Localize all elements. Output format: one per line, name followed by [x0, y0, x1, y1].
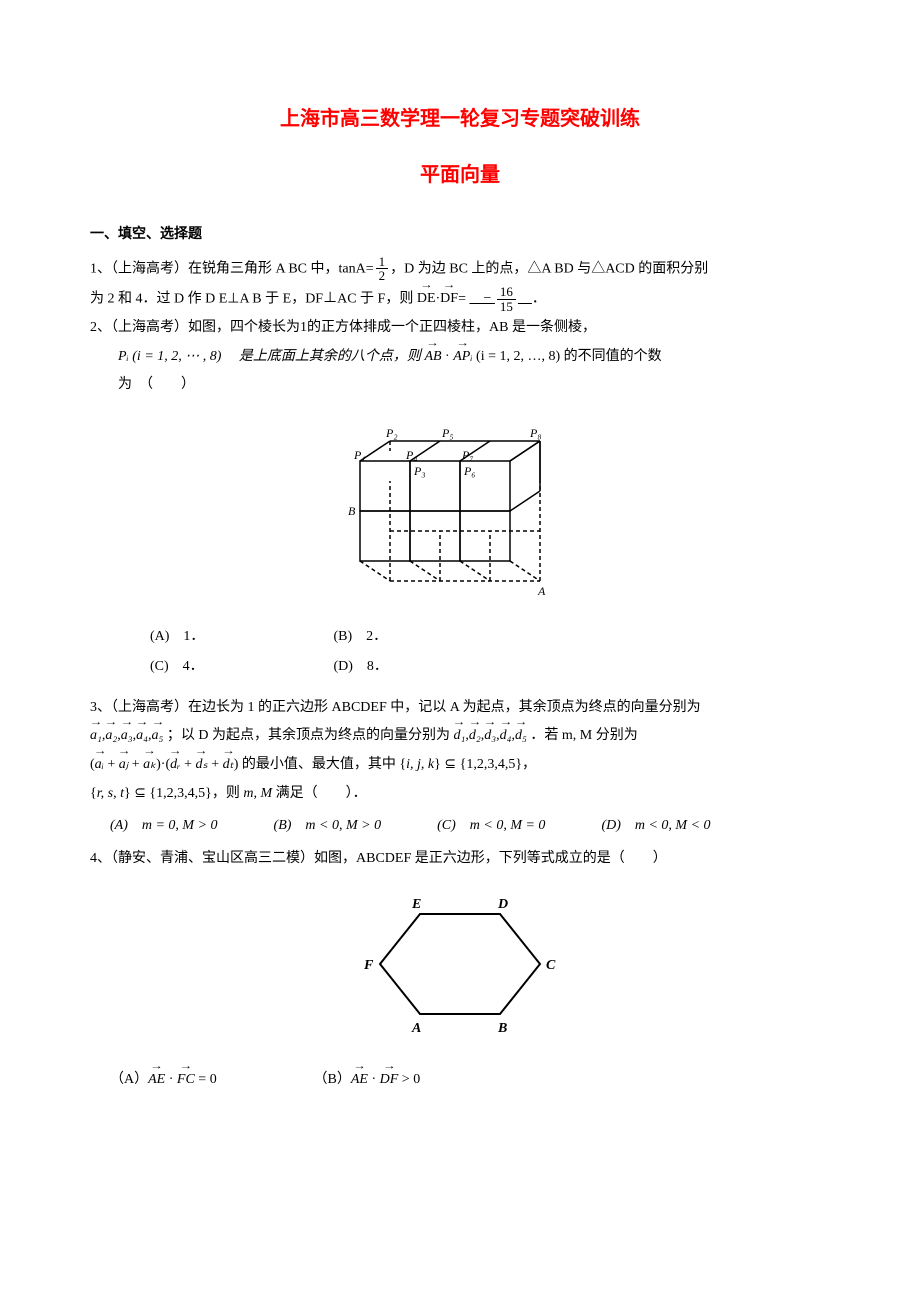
q2-diagram: B A P₁ P₂ P₃ P₄ P₅ P₆ P₇ P₈ [90, 411, 830, 612]
doc-subtitle: 平面向量 [90, 156, 830, 194]
q1-frac-ans: 1615 [497, 285, 516, 313]
q2-line2: Pᵢ (i = 1, 2, ⋯ , 8) 是上底面上其余的八个点，则 AB · … [90, 344, 830, 371]
vec-DF: DF [440, 286, 458, 313]
q2-right: (i = 1, 2, …, 8) 的不同值的个数 [476, 349, 662, 364]
vec-aj: aⱼ [119, 752, 128, 779]
frac-d: 15 [497, 300, 516, 314]
vec-AB: AB [424, 344, 441, 371]
q1-blank: − 1615 [469, 291, 531, 306]
q4-optB: （B）AE · DF > 0 [314, 1072, 421, 1087]
vec-d5: d₅ [515, 723, 527, 750]
q3-optB: (B) m < 0, M > 0 [274, 813, 382, 840]
q3-choices: (A) m = 0, M > 0 (B) m < 0, M > 0 (C) m … [90, 813, 830, 840]
lbl-B: B [497, 1021, 507, 1036]
q4-optA: （A）AE · FC = 0 [110, 1067, 310, 1094]
q2-text1: 2、（上海高考）如图，四个棱长为1的正方体排成一个正四棱柱，AB 是一条侧棱， [90, 320, 596, 335]
lbl-P7: P₇ [461, 448, 474, 462]
q1-frac-half: 12 [376, 255, 389, 283]
vec-dr: dᵣ [170, 752, 180, 779]
q3-optA: (A) m = 0, M > 0 [110, 813, 218, 840]
vec-ai: aᵢ [95, 752, 104, 779]
q2-choices-row2: (C) 4． (D) 8． [90, 654, 830, 681]
q3-optC: (C) m < 0, M = 0 [437, 813, 545, 840]
lbl-P4: P₄ [405, 448, 418, 462]
q2-optC: (C) 4． [150, 654, 330, 681]
q2-Pi: Pᵢ (i = 1, 2, ⋯ , 8) 是上底面上其余的八个点，则 [118, 349, 424, 364]
q3-l2b: ；以 D 为起点，其余顶点为终点的向量分别为 [167, 728, 450, 743]
blank-text: − [469, 291, 494, 306]
vec-dt: dₜ [223, 752, 234, 779]
lbl-P5: P₅ [441, 426, 454, 440]
q3-optD: (D) m < 0, M < 0 [601, 813, 710, 840]
q3-l2d: ．若 m, M 分别为 [530, 728, 637, 743]
q2-optD: (D) 8． [334, 659, 388, 674]
lbl-F: F [363, 958, 374, 973]
vec-d2: d₂ [469, 723, 481, 750]
q4-l1: 4、（静安、青浦、宝山区高三二模）如图，ABCDEF 是正六边形，下列等式成立的… [90, 846, 830, 873]
cube-svg: B A P₁ P₂ P₃ P₄ P₅ P₆ P₇ P₈ [330, 411, 590, 601]
lbl-P1: P₁ [353, 448, 366, 462]
q4-diagram: E D C B A F [90, 884, 830, 1055]
q4-choices: （A）AE · FC = 0 （B）AE · DF > 0 [90, 1067, 830, 1094]
q3-l3: (aᵢ + aⱼ + aₖ)·(dᵣ + dₛ + dₜ) 的最小值、最大值，其… [90, 752, 830, 779]
vec-a2: a₂ [105, 723, 117, 750]
lbl-B: B [348, 504, 356, 518]
hexagon-svg: E D C B A F [360, 884, 560, 1044]
vec-ds: dₛ [195, 752, 207, 779]
frac-n: 1 [376, 255, 389, 270]
lbl-A: A [537, 584, 546, 598]
vec-DE: DE [417, 286, 436, 313]
q2-optB: (B) 2． [334, 629, 388, 644]
q1-period: ． [532, 291, 546, 306]
q2-optA: (A) 1． [150, 624, 330, 651]
doc-title: 上海市高三数学理一轮复习专题突破训练 [90, 100, 830, 138]
vec-d3: d₃ [484, 723, 496, 750]
frac-d: 2 [376, 269, 389, 283]
frac-n: 16 [497, 285, 516, 300]
q2-choices-row1: (A) 1． (B) 2． [90, 624, 830, 651]
lbl-E: E [411, 897, 421, 912]
lbl-P2: P₂ [385, 426, 398, 440]
vec-ak: aₖ [143, 752, 156, 779]
lbl-P8: P₈ [529, 426, 542, 440]
vec-d4: d₄ [500, 723, 512, 750]
section-heading: 一、填空、选择题 [90, 222, 830, 249]
lbl-P6: P₆ [463, 464, 476, 478]
q3-l4: {r, s, t} ⊆ {1,2,3,4,5}，则 m, M 满足（ ）． [90, 781, 830, 808]
q1-l2prefix: 为 2 和 4．过 D 作 D E⊥A B 于 E，DF⊥AC 于 F，则 [90, 291, 413, 306]
vec-d1: d₁ [453, 723, 465, 750]
lbl-P3: P₃ [413, 464, 426, 478]
q1-line2: 为 2 和 4．过 D 作 D E⊥A B 于 E，DF⊥AC 于 F，则 DE… [90, 285, 830, 313]
lbl-D: D [497, 897, 508, 912]
q1-prefix: 1、（上海高考）在锐角三角形 A BC 中，tanA= [90, 261, 374, 276]
q2-line3: 为 （ ） [90, 372, 830, 399]
lbl-C: C [546, 958, 556, 973]
vec-APi: APᵢ [453, 344, 472, 371]
lbl-A: A [411, 1021, 421, 1036]
q1-after: ，D 为边 BC 上的点，△A BD 与△ACD 的面积分别 [390, 261, 708, 276]
